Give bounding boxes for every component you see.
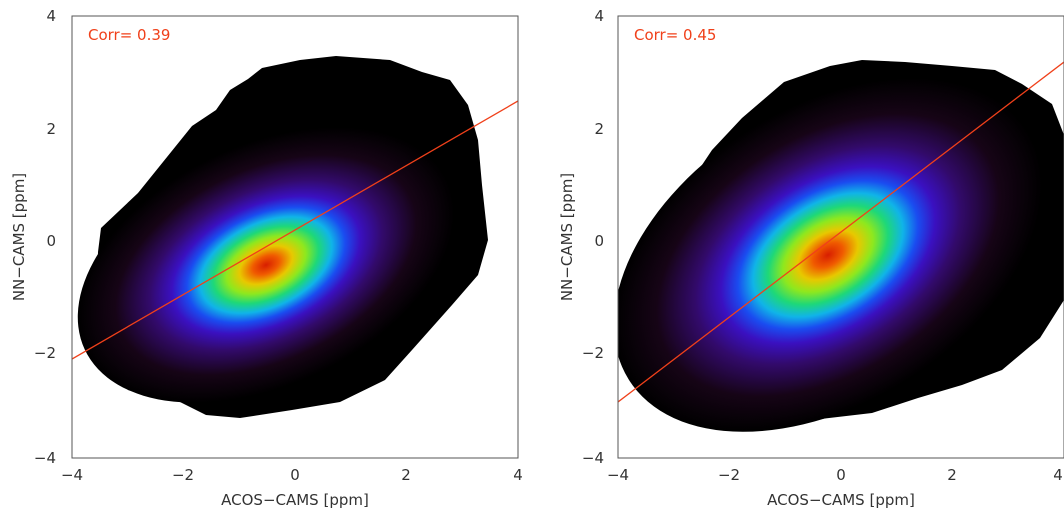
x-tick-label: −2 <box>718 466 740 484</box>
x-tick-label: −4 <box>607 466 629 484</box>
y-tick-label: −2 <box>34 344 56 362</box>
y-tick-label: 2 <box>594 120 604 138</box>
scatter-density-panel-left: Corr= 0.39 −4 −2 0 2 4 4 2 0 −2 −4 ACOS−… <box>10 7 523 509</box>
x-tick-label: 2 <box>947 466 957 484</box>
x-ticks: −4 −2 0 2 4 <box>61 466 523 484</box>
density-core <box>77 127 455 403</box>
y-axis-label: NN−CAMS [ppm] <box>558 173 576 301</box>
y-tick-label: 4 <box>594 7 604 25</box>
y-tick-label: −4 <box>582 449 604 467</box>
x-ticks: −4 −2 0 2 4 <box>607 466 1063 484</box>
y-ticks: 4 2 0 −2 −4 <box>582 7 604 467</box>
corr-annotation: Corr= 0.39 <box>88 26 170 44</box>
corr-annotation: Corr= 0.45 <box>634 26 716 44</box>
x-axis-label: ACOS−CAMS [ppm] <box>767 491 915 509</box>
x-tick-label: 0 <box>836 466 846 484</box>
y-tick-label: 0 <box>46 232 56 250</box>
x-axis-label: ACOS−CAMS [ppm] <box>221 491 369 509</box>
scatter-density-panel-right: Corr= 0.45 −4 −2 0 2 4 4 2 0 −2 −4 ACOS−… <box>558 7 1064 509</box>
y-tick-label: 2 <box>46 120 56 138</box>
y-ticks: 4 2 0 −2 −4 <box>34 7 56 467</box>
x-tick-label: 4 <box>1053 466 1063 484</box>
y-axis-label: NN−CAMS [ppm] <box>10 173 28 301</box>
x-tick-label: 4 <box>513 466 523 484</box>
plot-frame <box>71 15 519 459</box>
y-tick-label: −4 <box>34 449 56 467</box>
plot-frame <box>617 15 1064 459</box>
x-tick-label: 0 <box>290 466 300 484</box>
x-tick-label: −2 <box>172 466 194 484</box>
density-core <box>618 78 1043 432</box>
y-tick-label: −2 <box>582 344 604 362</box>
fit-line <box>618 61 1064 403</box>
y-tick-label: 0 <box>594 232 604 250</box>
x-tick-label: 2 <box>401 466 411 484</box>
y-tick-label: 4 <box>46 7 56 25</box>
fit-line <box>72 100 518 360</box>
x-tick-label: −4 <box>61 466 83 484</box>
